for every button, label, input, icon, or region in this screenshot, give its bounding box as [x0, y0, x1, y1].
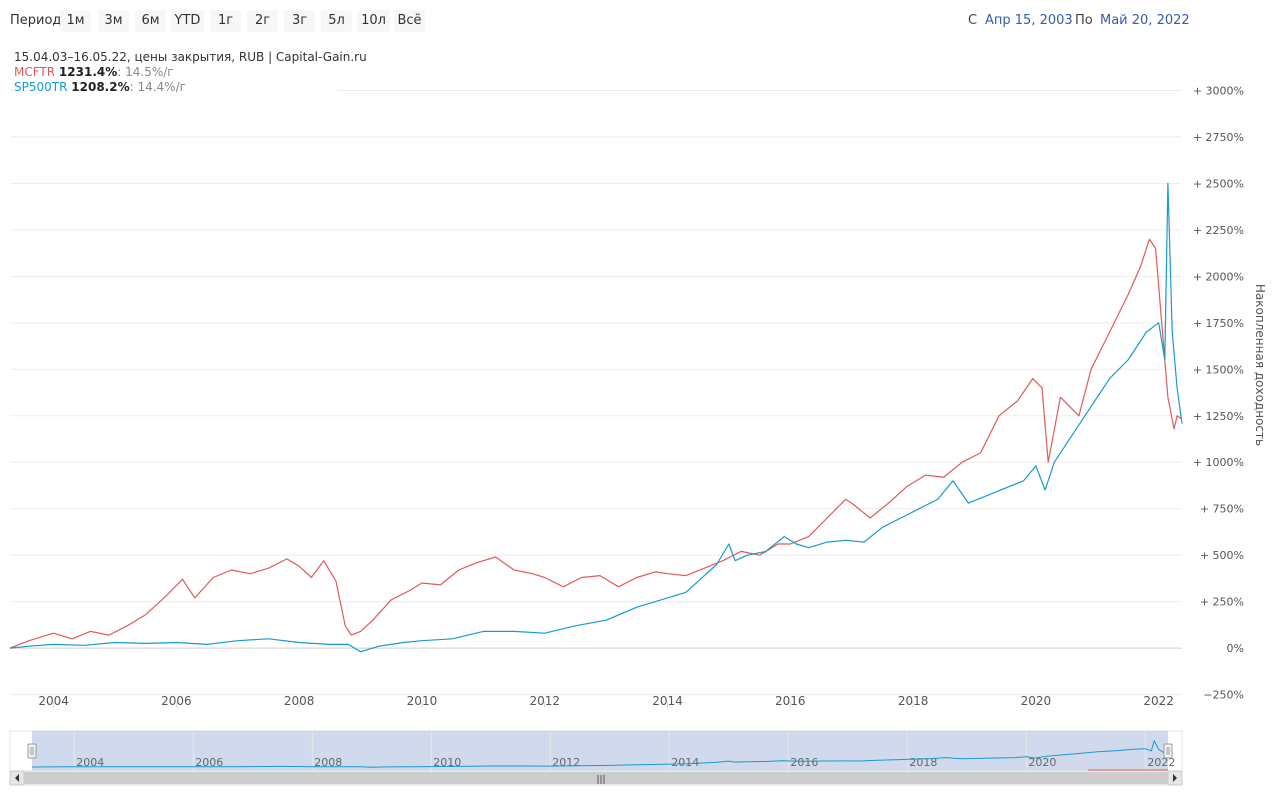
- x-tick-label: 2022: [1143, 694, 1174, 708]
- y-axis-label: Накопленная доходность: [1253, 284, 1267, 446]
- legend-series-name: SP500TR: [14, 80, 68, 94]
- y-tick-label: + 1750%: [1193, 317, 1244, 330]
- navigator-right-handle[interactable]: [1163, 743, 1173, 759]
- period-button-ytd[interactable]: YTD: [171, 10, 204, 32]
- x-tick-label: 2014: [652, 694, 683, 708]
- period-button-3m[interactable]: 3м: [98, 10, 129, 32]
- period-button-5y[interactable]: 5л: [321, 10, 352, 32]
- legend-series-total: 1208.2%: [71, 80, 130, 94]
- legend-series-name: MCFTR: [14, 65, 56, 79]
- x-tick-label: 2020: [1021, 694, 1052, 708]
- period-button-2y[interactable]: 2г: [247, 10, 278, 32]
- navigator-x-label: 2020: [1028, 756, 1056, 769]
- x-tick-label: 2004: [38, 694, 69, 708]
- period-button-1m[interactable]: 1м: [60, 10, 91, 32]
- y-tick-label: + 2250%: [1193, 224, 1244, 237]
- chevron-left-icon: [15, 774, 19, 782]
- navigator-left-handle[interactable]: [27, 743, 37, 759]
- legend: 15.04.03–16.05.22, цены закрытия, RUB | …: [14, 50, 367, 102]
- x-tick-label: 2018: [898, 694, 929, 708]
- scrollbar-thumb[interactable]: [24, 772, 1168, 784]
- legend-header: 15.04.03–16.05.22, цены закрытия, RUB | …: [14, 50, 367, 64]
- navigator-x-label: 2010: [433, 756, 461, 769]
- navigator-x-label: 2016: [790, 756, 818, 769]
- navigator-x-label: 2014: [671, 756, 699, 769]
- to-label: По: [1075, 13, 1093, 28]
- x-tick-label: 2010: [407, 694, 438, 708]
- y-tick-label: + 750%: [1200, 503, 1244, 516]
- period-button-6m[interactable]: 6м: [135, 10, 166, 32]
- navigator-selection[interactable]: [32, 731, 1168, 771]
- legend-item-mcftr: MCFTR 1231.4%: 14.5%/г: [14, 65, 338, 80]
- navigator-x-label: 2008: [314, 756, 342, 769]
- x-tick-label: 2016: [775, 694, 806, 708]
- y-tick-label: + 500%: [1200, 549, 1244, 562]
- legend-series-total: 1231.4%: [58, 65, 118, 79]
- series-line-sp500tr: [9, 182, 1183, 653]
- to-date-input[interactable]: Май 20, 2022: [1100, 13, 1190, 28]
- period-label: Период: [10, 13, 62, 28]
- from-label: С: [968, 13, 978, 28]
- scrollbar-grip: |||: [596, 775, 605, 785]
- y-tick-label: + 2750%: [1193, 131, 1244, 144]
- period-button-1y[interactable]: 1г: [210, 10, 241, 32]
- y-tick-label: −250%: [1203, 689, 1244, 702]
- x-tick-label: 2006: [161, 694, 192, 708]
- toolbar: Период 1м 3м 6м YTD 1г 2г 3г 5л 10л Всё …: [0, 0, 1280, 44]
- y-tick-label: + 250%: [1200, 596, 1244, 609]
- navigator-x-label: 2006: [195, 756, 223, 769]
- y-tick-label: + 2500%: [1193, 177, 1244, 190]
- legend-series-annual: : 14.5%/г: [117, 65, 174, 79]
- period-button-all[interactable]: Всё: [394, 10, 425, 32]
- series-line-mcftr: [9, 238, 1183, 649]
- x-tick-label: 2012: [529, 694, 560, 708]
- period-button-10y[interactable]: 10л: [357, 10, 390, 32]
- series-layer: [9, 182, 1183, 653]
- from-date-input[interactable]: Апр 15, 2003: [985, 13, 1073, 28]
- navigator-x-label: 2004: [76, 756, 104, 769]
- y-tick-label: + 3000%: [1193, 84, 1244, 97]
- y-tick-label: + 1000%: [1193, 456, 1244, 469]
- legend-series-annual: : 14.4%/г: [129, 80, 186, 94]
- navigator-series-line: [31, 739, 1169, 768]
- y-tick-label: + 1250%: [1193, 410, 1244, 423]
- y-tick-label: + 2000%: [1193, 270, 1244, 283]
- scrollbar[interactable]: |||: [9, 770, 1183, 786]
- legend-item-sp500tr: SP500TR 1208.2%: 14.4%/г: [14, 80, 338, 95]
- navigator[interactable]: 2004 2006 2008 2010 2012 2014 2016 2018 2020 2022: [9, 730, 1183, 772]
- x-tick-label: 2008: [284, 694, 315, 708]
- navigator-x-label: 2012: [552, 756, 580, 769]
- grid-layer: [10, 89, 1182, 696]
- y-tick-label: + 1500%: [1193, 363, 1244, 376]
- axis-layer: −250% 0% + 250% + 500% + 750% + 1000% + 1250% +…: [38, 84, 1244, 708]
- navigator-x-label: 2018: [909, 756, 937, 769]
- navigator-x-label: 2022: [1147, 756, 1175, 769]
- chevron-right-icon: [1173, 774, 1177, 782]
- period-button-3y[interactable]: 3г: [284, 10, 315, 32]
- y-tick-label: 0%: [1227, 642, 1244, 655]
